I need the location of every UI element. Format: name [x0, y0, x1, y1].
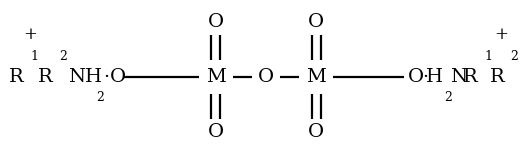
Text: 2: 2 [444, 91, 452, 104]
Text: O: O [258, 68, 274, 86]
Text: H: H [426, 68, 443, 86]
Text: O: O [308, 123, 325, 141]
Text: NH: NH [68, 68, 102, 86]
Text: ·: · [422, 68, 429, 86]
Text: M: M [206, 68, 226, 86]
Text: M: M [306, 68, 326, 86]
Text: 2: 2 [511, 50, 518, 63]
Text: O: O [207, 13, 224, 31]
Text: 2: 2 [60, 50, 68, 63]
Text: R: R [463, 68, 478, 86]
Text: 2: 2 [97, 91, 104, 104]
Text: 1: 1 [30, 50, 38, 63]
Text: ·: · [103, 68, 109, 86]
Text: R: R [491, 68, 505, 86]
Text: +: + [495, 26, 509, 43]
Text: +: + [23, 26, 37, 43]
Text: N: N [450, 68, 467, 86]
Text: O: O [408, 68, 424, 86]
Text: O: O [110, 68, 126, 86]
Text: 1: 1 [484, 50, 492, 63]
Text: O: O [207, 123, 224, 141]
Text: O: O [308, 13, 325, 31]
Text: R: R [38, 68, 53, 86]
Text: R: R [10, 68, 24, 86]
